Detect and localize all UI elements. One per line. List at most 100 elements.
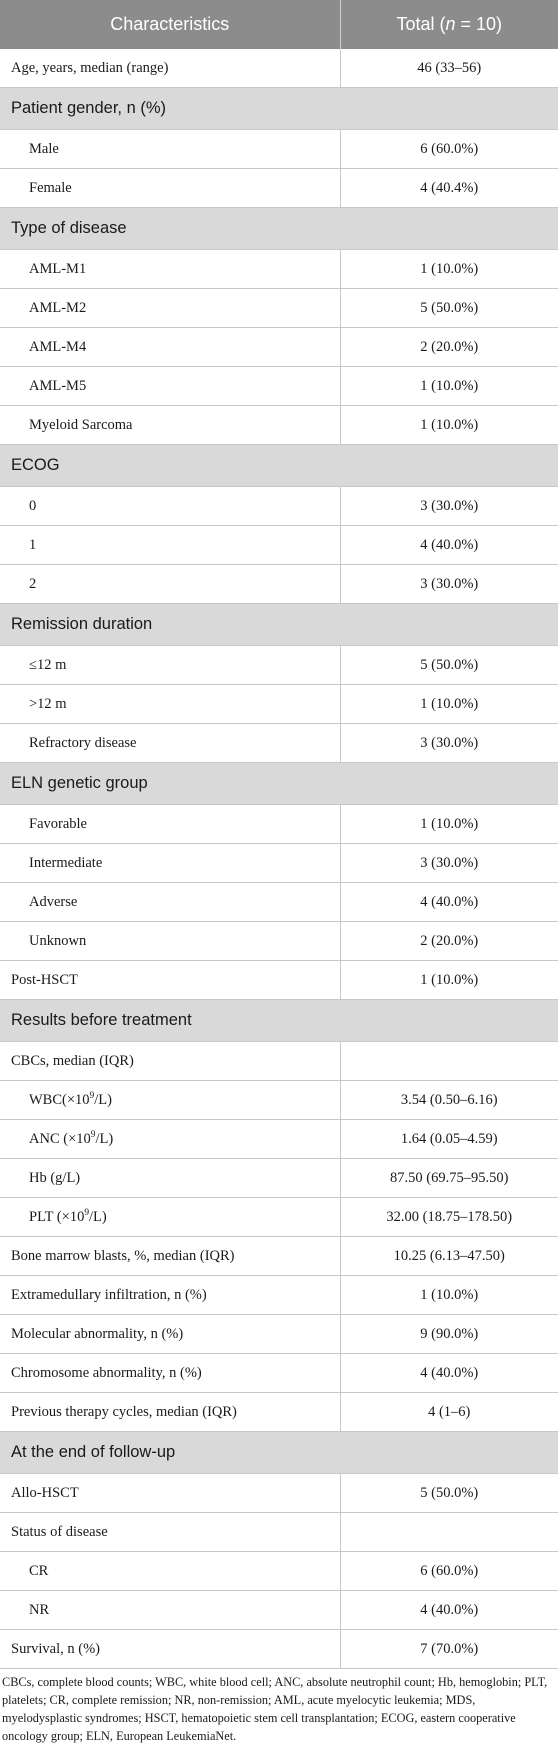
row-value: 1 (10.0%) (340, 960, 558, 1000)
header-total-n: n (445, 14, 456, 34)
section-spacer (340, 603, 558, 646)
table-row: CR 6 (60.0%) (0, 1551, 558, 1591)
row-label-text: 0 (29, 497, 37, 514)
section-label: Results before treatment (0, 999, 340, 1042)
row-value: 3 (30.0%) (340, 723, 558, 763)
row-value: 2 (20.0%) (340, 921, 558, 961)
row-value: 5 (50.0%) (340, 645, 558, 685)
row-label: 2 (0, 564, 341, 604)
table-row: ≤12 m 5 (50.0%) (0, 645, 558, 685)
row-value: 4 (40.0%) (340, 1353, 558, 1393)
row-label-text: Chromosome abnormality, n (%) (11, 1364, 202, 1381)
section-spacer (340, 1431, 558, 1474)
row-label-text: Bone marrow blasts, %, median (IQR) (11, 1247, 235, 1264)
row-label-unit: /L) (89, 1208, 107, 1225)
table-row: Status of disease (0, 1512, 558, 1552)
table-row: Survival, n (%) 7 (70.0%) (0, 1629, 558, 1669)
row-label-unit: /L) (94, 1091, 112, 1108)
row-label-text: Myeloid Sarcoma (29, 416, 133, 433)
row-value: 5 (50.0%) (340, 288, 558, 328)
row-label: NR (0, 1590, 341, 1630)
section-label: Remission duration (0, 603, 340, 646)
table-row: CBCs, median (IQR) (0, 1041, 558, 1081)
row-label: AML-M5 (0, 366, 341, 406)
section-row: Type of disease (0, 207, 558, 250)
row-label: Adverse (0, 882, 341, 922)
table-row: Unknown 2 (20.0%) (0, 921, 558, 961)
row-value (340, 1512, 558, 1552)
row-label-text: Hb (g/L) (29, 1169, 81, 1186)
section-label: At the end of follow-up (0, 1431, 340, 1474)
row-value: 87.50 (69.75–95.50) (340, 1158, 558, 1198)
section-row: Patient gender, n (%) (0, 87, 558, 130)
row-label-text: Female (29, 179, 72, 196)
row-value: 1 (10.0%) (340, 1275, 558, 1315)
table-row: AML-M5 1 (10.0%) (0, 366, 558, 406)
header-characteristics: Characteristics (0, 0, 341, 49)
section-spacer (340, 762, 558, 805)
row-value: 4 (40.0%) (340, 525, 558, 565)
table-row: PLT (×109/L) 32.00 (18.75–178.50) (0, 1197, 558, 1237)
row-label: Previous therapy cycles, median (IQR) (0, 1392, 341, 1432)
row-label-text: Unknown (29, 932, 87, 949)
row-label-text: ANC (×10 (29, 1130, 91, 1147)
row-label: Hb (g/L) (0, 1158, 341, 1198)
table-row: 0 3 (30.0%) (0, 486, 558, 526)
row-label: Status of disease (0, 1512, 341, 1552)
table-row: 2 3 (30.0%) (0, 564, 558, 604)
row-value: 7 (70.0%) (340, 1629, 558, 1669)
row-label: CBCs, median (IQR) (0, 1041, 341, 1081)
header-total: Total (n = 10) (340, 0, 558, 49)
section-row: ELN genetic group (0, 762, 558, 805)
table-row: Extramedullary infiltration, n (%) 1 (10.… (0, 1275, 558, 1315)
row-label: ≤12 m (0, 645, 341, 685)
row-label: Refractory disease (0, 723, 341, 763)
table-row: Allo-HSCT 5 (50.0%) (0, 1473, 558, 1513)
row-label: Chromosome abnormality, n (%) (0, 1353, 341, 1393)
row-label-text: Age, years, median (range) (11, 59, 169, 76)
row-value: 3.54 (0.50–6.16) (340, 1080, 558, 1120)
row-label-text: Previous therapy cycles, median (IQR) (11, 1403, 237, 1420)
row-label-text: Allo-HSCT (11, 1484, 79, 1501)
row-label: AML-M4 (0, 327, 341, 367)
row-value: 1.64 (0.05–4.59) (340, 1119, 558, 1159)
table-row: Female 4 (40.4%) (0, 168, 558, 208)
header-total-prefix: Total ( (396, 14, 446, 34)
section-row: At the end of follow-up (0, 1431, 558, 1474)
row-label-text: AML-M4 (29, 338, 87, 355)
section-label: Patient gender, n (%) (0, 87, 340, 130)
table-row: Myeloid Sarcoma 1 (10.0%) (0, 405, 558, 445)
table-row: Molecular abnormality, n (%) 9 (90.0%) (0, 1314, 558, 1354)
row-label: AML-M1 (0, 249, 341, 289)
table-row: Previous therapy cycles, median (IQR) 4 (… (0, 1392, 558, 1432)
row-value: 10.25 (6.13–47.50) (340, 1236, 558, 1276)
section-row: Results before treatment (0, 999, 558, 1042)
row-label: WBC(×109/L) (0, 1080, 341, 1120)
row-label-text: CR (29, 1562, 49, 1579)
row-label-exponent: 9 (89, 1090, 95, 1101)
table-row: ANC (×109/L) 1.64 (0.05–4.59) (0, 1119, 558, 1159)
section-spacer (340, 207, 558, 250)
row-label-text: Molecular abnormality, n (%) (11, 1325, 184, 1342)
row-label: Survival, n (%) (0, 1629, 341, 1669)
section-row: Remission duration (0, 603, 558, 646)
row-value: 6 (60.0%) (340, 129, 558, 169)
row-value: 4 (40.0%) (340, 1590, 558, 1630)
row-label-exponent: 9 (90, 1129, 96, 1140)
row-label: Myeloid Sarcoma (0, 405, 341, 445)
row-value: 4 (1–6) (340, 1392, 558, 1432)
row-label: Male (0, 129, 341, 169)
table-body: Age, years, median (range) 46 (33–56) Pati… (0, 49, 558, 1669)
row-value: 5 (50.0%) (340, 1473, 558, 1513)
row-label: PLT (×109/L) (0, 1197, 341, 1237)
table-row: NR 4 (40.0%) (0, 1590, 558, 1630)
row-value: 1 (10.0%) (340, 804, 558, 844)
row-label-text: Intermediate (29, 854, 103, 871)
section-label: Type of disease (0, 207, 340, 250)
row-label: AML-M2 (0, 288, 341, 328)
row-value: 3 (30.0%) (340, 486, 558, 526)
section-label: ECOG (0, 444, 340, 487)
row-label-text: Extramedullary infiltration, n (%) (11, 1286, 207, 1303)
row-label-text: Survival, n (%) (11, 1640, 100, 1657)
row-value: 46 (33–56) (340, 49, 558, 88)
